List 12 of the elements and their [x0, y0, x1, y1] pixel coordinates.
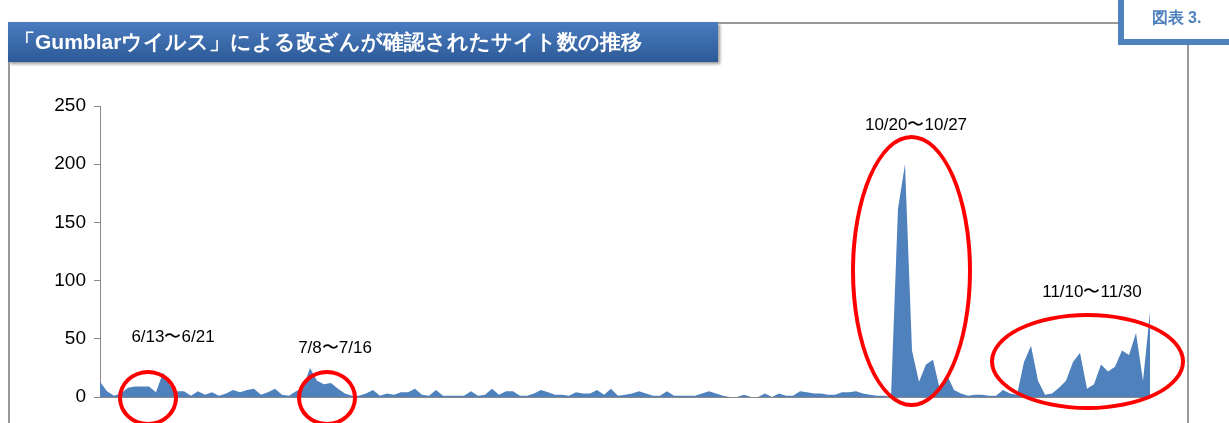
y-tick-label: 200 — [54, 152, 86, 174]
y-tick-label: 150 — [54, 210, 86, 232]
y-tick-label: 50 — [64, 327, 86, 349]
y-tick-label: 0 — [75, 385, 86, 407]
y-tick-label: 250 — [54, 94, 86, 116]
y-tick-label: 100 — [54, 268, 86, 290]
annotation: 11/10〜11/30 — [1042, 280, 1142, 303]
chart-subtitle: 図表 3. — [1118, 0, 1229, 45]
annotation: 6/13〜6/21 — [131, 325, 215, 348]
chart-title: 「Gumblarウイルス」による改ざんが確認されたサイト数の推移 — [8, 22, 718, 62]
annotation: 10/20〜10/27 — [864, 113, 968, 136]
annotation: 7/8〜7/16 — [298, 336, 372, 359]
